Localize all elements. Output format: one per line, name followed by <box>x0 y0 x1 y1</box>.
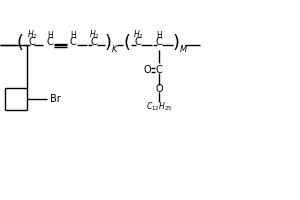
Text: O: O <box>155 84 163 94</box>
Text: ): ) <box>172 34 179 52</box>
Text: C: C <box>46 37 53 47</box>
Text: C: C <box>156 37 162 47</box>
Text: H: H <box>70 30 76 40</box>
Text: $H_2$: $H_2$ <box>133 29 143 41</box>
Text: ): ) <box>104 34 112 52</box>
Text: Br: Br <box>50 94 60 104</box>
Text: H: H <box>47 30 53 40</box>
Text: (: ( <box>124 34 130 52</box>
Text: H: H <box>156 30 162 40</box>
Text: C: C <box>70 37 76 47</box>
Text: $H_2$: $H_2$ <box>27 29 37 41</box>
Text: C: C <box>28 37 35 47</box>
Text: (: ( <box>16 34 23 52</box>
Text: O: O <box>143 65 151 75</box>
Text: K: K <box>112 46 118 54</box>
Text: $H_2$: $H_2$ <box>89 29 99 41</box>
Text: $C_{12}H_{25}$: $C_{12}H_{25}$ <box>146 101 172 113</box>
Text: C: C <box>91 37 98 47</box>
Text: C: C <box>135 37 141 47</box>
Text: M: M <box>179 46 187 54</box>
Text: C: C <box>156 65 162 75</box>
